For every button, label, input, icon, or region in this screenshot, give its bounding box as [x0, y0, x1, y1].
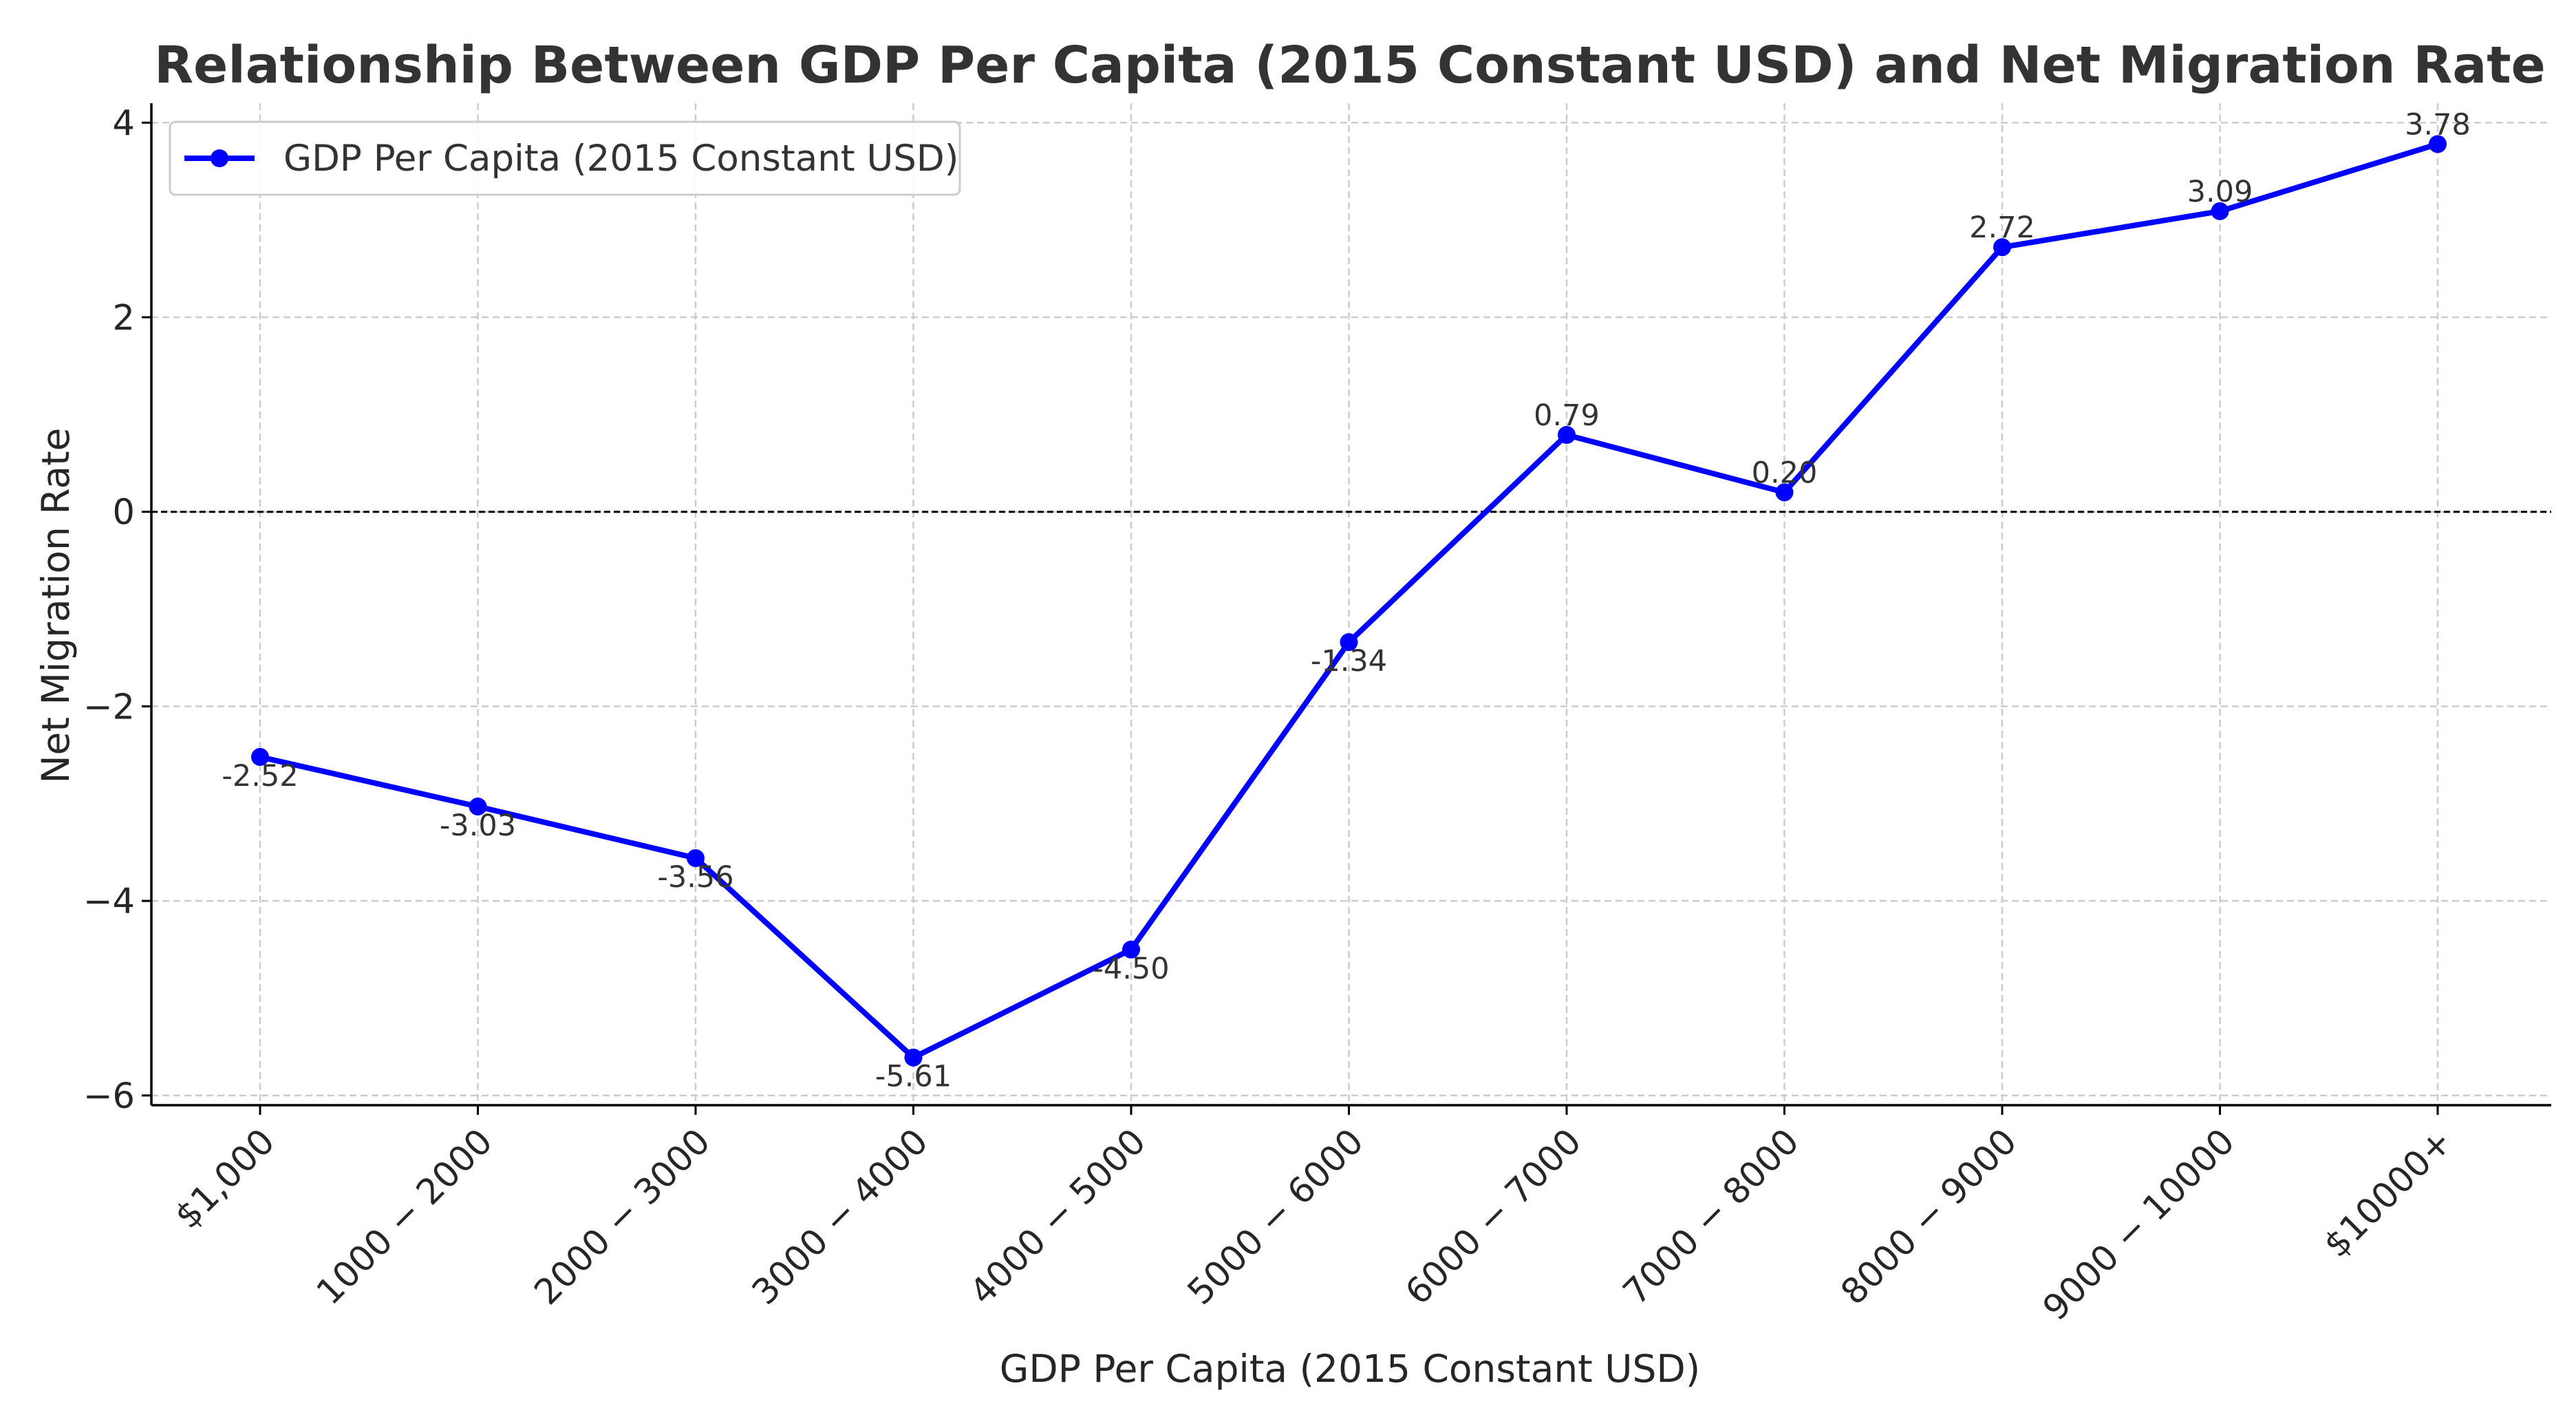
chart-title: Relationship Between GDP Per Capita (201…	[154, 36, 2546, 95]
legend-marker-swatch	[211, 149, 228, 167]
axes	[150, 103, 2551, 1107]
y-ticks: −6 −4 −2 0 2 4	[83, 103, 151, 1117]
data-point	[1558, 426, 1576, 445]
data-label: -3.56	[657, 860, 733, 895]
data-point	[2211, 202, 2229, 220]
y-axis-label: Net Migration Rate	[34, 428, 78, 784]
legend-entry: GDP Per Capita (2015 Constant USD)	[283, 138, 958, 180]
legend-box	[169, 120, 961, 196]
data-point	[1775, 483, 1794, 502]
data-label: 3.09	[2187, 175, 2253, 209]
data-point	[904, 1048, 923, 1067]
data-label: -5.61	[875, 1060, 952, 1094]
data-label: 0.20	[1752, 456, 1818, 490]
y-tick-label: −2	[83, 687, 135, 727]
series-group	[251, 135, 2447, 1067]
data-point	[2429, 135, 2447, 153]
data-label: 3.78	[2405, 107, 2471, 142]
y-tick-label: −6	[83, 1076, 135, 1117]
data-label: -1.34	[1311, 644, 1387, 679]
y-tick-label: 0	[113, 493, 135, 533]
y-tick-label: 2	[113, 298, 135, 339]
data-label: -2.52	[222, 759, 298, 793]
x-axis-label: GDP Per Capita (2015 Constant USD)	[1000, 1347, 1700, 1391]
data-labels: -2.52 -3.03 -3.56 -5.61 -4.50 -1.34 0.79 0.20 2.…	[222, 107, 2471, 1093]
legend: GDP Per Capita (2015 Constant USD)	[169, 120, 961, 196]
data-point	[1340, 633, 1358, 652]
data-label: -3.03	[440, 809, 516, 843]
data-point	[1993, 238, 2011, 257]
data-point	[469, 798, 487, 816]
data-label: -4.50	[1093, 952, 1169, 986]
data-label: 0.79	[1534, 398, 1600, 433]
data-label: 2.72	[1969, 211, 2035, 245]
data-point	[251, 747, 269, 766]
y-tick-label: −4	[83, 882, 135, 922]
y-tick-label: 4	[113, 103, 135, 144]
data-point	[1122, 940, 1140, 959]
data-point	[687, 849, 705, 867]
